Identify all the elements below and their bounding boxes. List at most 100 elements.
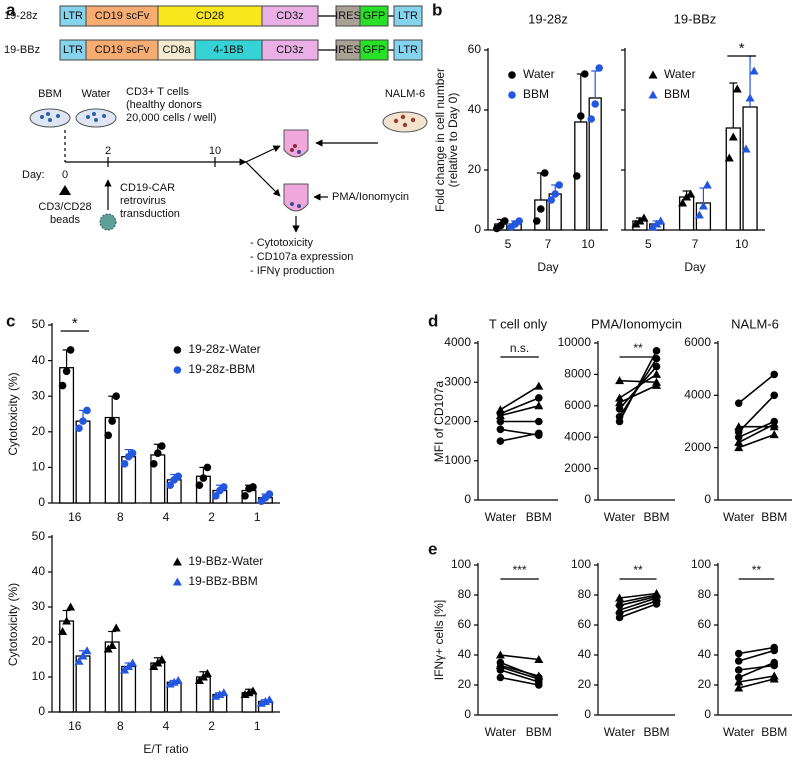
marker xyxy=(83,406,91,415)
cells-text: 20,000 cells / well) xyxy=(126,112,217,124)
y-tick-label: 6000 xyxy=(684,335,711,349)
beads-icon xyxy=(59,185,71,195)
marker xyxy=(745,93,755,102)
legend-marker xyxy=(173,346,182,354)
marker xyxy=(66,602,76,611)
annotation: ** xyxy=(633,341,643,355)
marker xyxy=(728,132,738,141)
marker xyxy=(555,181,563,189)
series-line xyxy=(738,373,775,404)
series-line xyxy=(500,397,540,415)
segment-label: CD19 scFv xyxy=(95,10,150,22)
y-tick-label: 20 xyxy=(698,677,712,691)
series-line xyxy=(500,676,539,686)
marker xyxy=(694,210,704,219)
marker xyxy=(702,180,712,189)
panel-label: e xyxy=(428,539,437,558)
dish-label: BBM xyxy=(38,88,62,100)
x-tick-label: Water xyxy=(604,725,636,739)
x-tick-label: 4 xyxy=(163,510,170,524)
marker xyxy=(615,598,625,606)
marker xyxy=(656,216,666,225)
marker xyxy=(732,84,742,93)
segment-label: IRES xyxy=(335,10,361,22)
segment-label: LTR xyxy=(398,44,418,56)
marker xyxy=(533,217,541,225)
marker xyxy=(770,391,779,400)
marker xyxy=(111,623,121,632)
bar xyxy=(742,106,758,231)
legend-label: 19-BBz-Water xyxy=(188,554,263,568)
segment-label: CD19 scFv xyxy=(95,44,150,56)
legend-marker xyxy=(173,366,182,374)
marker xyxy=(615,398,625,407)
marker xyxy=(734,649,743,658)
cells-text: CD3+ T cells xyxy=(126,86,189,98)
y-axis-label: Fold change in cell number xyxy=(433,68,447,212)
construct-segment xyxy=(393,39,423,61)
marker xyxy=(157,655,167,663)
marker xyxy=(496,417,505,426)
annotation: * xyxy=(739,40,745,57)
marker xyxy=(174,472,183,481)
arrow xyxy=(245,145,281,163)
marker xyxy=(58,381,67,390)
dish xyxy=(29,108,117,128)
series-line xyxy=(738,678,775,689)
marker xyxy=(534,655,544,663)
y-tick-label: 80 xyxy=(578,587,592,601)
annotation: * xyxy=(72,315,78,332)
marker xyxy=(734,437,744,446)
marker xyxy=(652,589,662,597)
y-axis-label: IFNγ+ cells [%] xyxy=(432,600,446,680)
panel-label: a xyxy=(6,0,16,19)
marker xyxy=(495,650,505,659)
series-line xyxy=(618,366,658,410)
x-tick-label: 8 xyxy=(117,719,124,733)
x-tick-label: 8 xyxy=(117,510,124,524)
x-tick-label: 2 xyxy=(208,510,215,524)
series-line xyxy=(619,600,657,614)
series-line xyxy=(619,594,657,604)
annotation: *** xyxy=(513,563,527,577)
bar xyxy=(75,420,91,504)
series-line xyxy=(738,420,775,438)
y-tick-label: 20 xyxy=(32,634,46,648)
tube xyxy=(283,129,309,212)
marker xyxy=(496,658,505,667)
x-tick-label: 2 xyxy=(208,719,215,733)
y-tick-label: 0 xyxy=(584,707,591,721)
x-tick-label: 7 xyxy=(545,237,552,251)
series-line xyxy=(500,669,540,683)
y-tick-label: 10 xyxy=(32,669,46,683)
marker xyxy=(202,669,212,677)
marker xyxy=(573,172,581,180)
legend-marker xyxy=(508,91,516,99)
marker xyxy=(264,695,274,704)
series-line xyxy=(738,649,775,662)
panel-label: d xyxy=(428,311,438,330)
construct-segment xyxy=(261,5,319,27)
construct-name: 19-28z xyxy=(4,10,38,22)
segment-label: 4-1BB xyxy=(213,44,244,56)
x-tick-label: 5 xyxy=(645,237,652,251)
marker xyxy=(769,671,779,680)
marker xyxy=(547,196,555,204)
segment-label: CD3z xyxy=(276,44,304,56)
annotation: ** xyxy=(633,563,643,577)
marker xyxy=(734,673,743,682)
readout: - CD107a expression xyxy=(250,251,353,263)
marker xyxy=(265,490,274,498)
x-tick-label: 16 xyxy=(68,719,82,733)
y-tick-label: 40 xyxy=(698,647,712,661)
series-line xyxy=(500,405,539,417)
y-tick-label: 50 xyxy=(32,529,46,543)
day-label: Day: xyxy=(22,169,45,181)
series-line xyxy=(619,603,657,619)
panel-label: b xyxy=(432,0,442,19)
x-tick-label: Water xyxy=(723,725,755,739)
marker xyxy=(734,422,744,431)
arrow xyxy=(245,161,281,197)
marker xyxy=(734,433,743,442)
